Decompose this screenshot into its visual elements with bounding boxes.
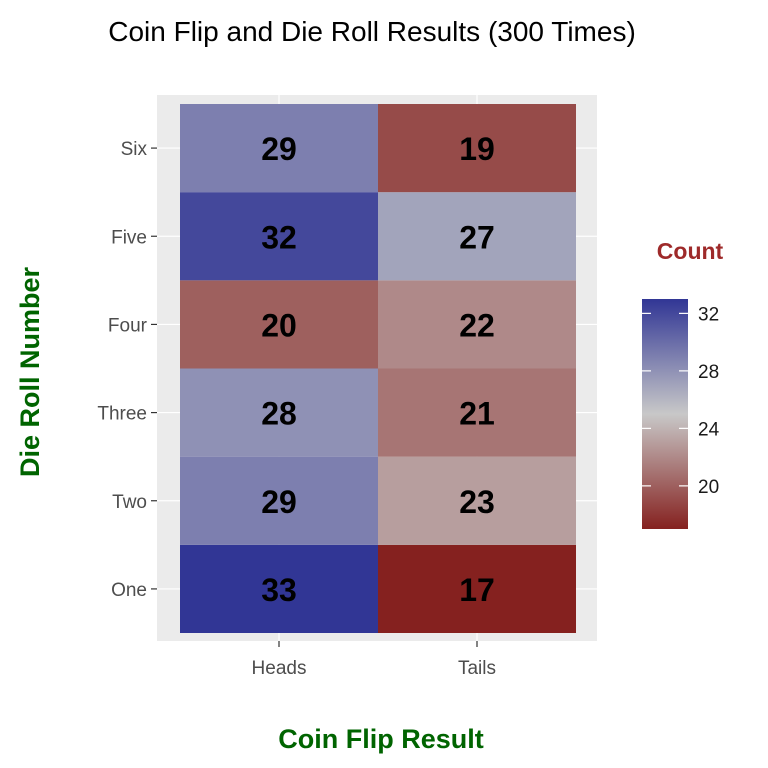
legend-tick-label-24: 24 — [698, 419, 720, 440]
legend-tick-label-32: 32 — [698, 304, 719, 325]
x-axis: Heads Tails — [252, 641, 496, 679]
y-axis: One Two Three Four Five Six — [97, 139, 157, 601]
cell-value-tails-three: 21 — [459, 396, 495, 432]
y-tick-label-four: Four — [108, 315, 148, 336]
chart-title: Coin Flip and Die Roll Results (300 Time… — [108, 16, 636, 47]
cell-value-heads-five: 32 — [261, 219, 297, 255]
y-tick-label-two: Two — [112, 492, 147, 513]
legend-title: Count — [657, 238, 724, 264]
heatmap-cells — [180, 104, 576, 633]
heatmap-cell-tails-three — [378, 368, 576, 457]
cell-value-heads-one: 33 — [261, 572, 297, 608]
cell-value-heads-four: 20 — [261, 307, 297, 343]
cell-value-heads-two: 29 — [261, 484, 297, 520]
heatmap-cell-tails-two — [378, 456, 576, 545]
y-tick-label-one: One — [111, 580, 147, 601]
heatmap-cell-heads-two — [180, 456, 378, 545]
cell-labels: 33 17 29 23 28 21 20 22 32 27 29 19 — [261, 131, 495, 608]
heatmap-cell-tails-four — [378, 280, 576, 369]
y-tick-label-three: Three — [97, 404, 147, 425]
y-axis-title: Die Roll Number — [15, 266, 45, 477]
heatmap-cell-heads-six — [180, 104, 378, 193]
y-tick-label-six: Six — [121, 139, 148, 160]
cell-value-tails-five: 27 — [459, 219, 495, 255]
x-tick-label-heads: Heads — [252, 658, 307, 679]
heatmap-cell-heads-four — [180, 280, 378, 369]
x-tick-label-tails: Tails — [458, 658, 496, 679]
cell-value-tails-four: 22 — [459, 307, 495, 343]
legend-ticks: 20 24 28 32 — [642, 304, 720, 498]
cell-value-tails-six: 19 — [459, 131, 495, 167]
cell-value-heads-six: 29 — [261, 131, 297, 167]
heatmap-cell-heads-five — [180, 192, 378, 281]
heatmap-cell-tails-one — [378, 544, 576, 633]
x-axis-title: Coin Flip Result — [278, 724, 484, 754]
legend-colorbar — [642, 299, 688, 529]
legend-tick-label-28: 28 — [698, 362, 719, 383]
cell-value-tails-one: 17 — [459, 572, 495, 608]
cell-value-heads-three: 28 — [261, 396, 297, 432]
heatmap-cell-tails-six — [378, 104, 576, 193]
heatmap-cell-tails-five — [378, 192, 576, 281]
heatmap-cell-heads-three — [180, 368, 378, 457]
legend-tick-label-20: 20 — [698, 477, 719, 498]
heatmap-cell-heads-one — [180, 544, 378, 633]
y-tick-label-five: Five — [111, 227, 147, 248]
cell-value-tails-two: 23 — [459, 484, 495, 520]
